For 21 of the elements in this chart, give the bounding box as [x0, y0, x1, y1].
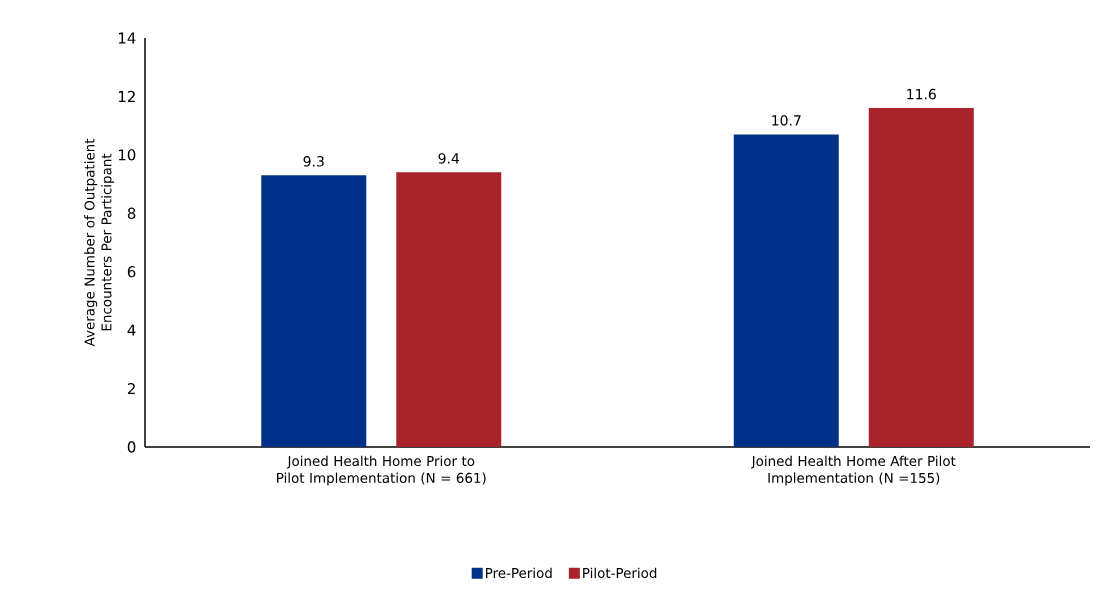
x-tick-label: Joined Health Home Prior to Pilot Implementation (N = 661)	[277, 455, 486, 486]
y-tick-label: 6	[127, 266, 136, 278]
bar	[261, 175, 367, 447]
y-tick-label: 2	[127, 383, 135, 395]
y-tick-label: 12	[118, 90, 135, 102]
data-label: 10.7	[772, 115, 801, 126]
y-tick-label: 10	[118, 149, 136, 161]
y-tick-label: 0	[127, 441, 136, 453]
bar	[868, 108, 974, 447]
y-axis-title: Average Number of Outpatient Encounters Per Participant	[84, 138, 115, 347]
data-label: 9.4	[438, 153, 460, 164]
y-tick-label: 8	[127, 207, 136, 219]
legend-label: Pilot-Period	[583, 567, 657, 579]
y-tick-label: 4	[127, 324, 136, 336]
legend-label: Pre-Period	[486, 567, 552, 579]
data-label: 9.3	[303, 156, 324, 167]
y-tick-label: 14	[118, 32, 136, 44]
bar	[733, 134, 839, 447]
x-tick-label: Joined Health Home After Pilot Implementation (N =155)	[750, 455, 956, 486]
bar	[396, 172, 502, 447]
data-label: 11.6	[907, 88, 936, 100]
